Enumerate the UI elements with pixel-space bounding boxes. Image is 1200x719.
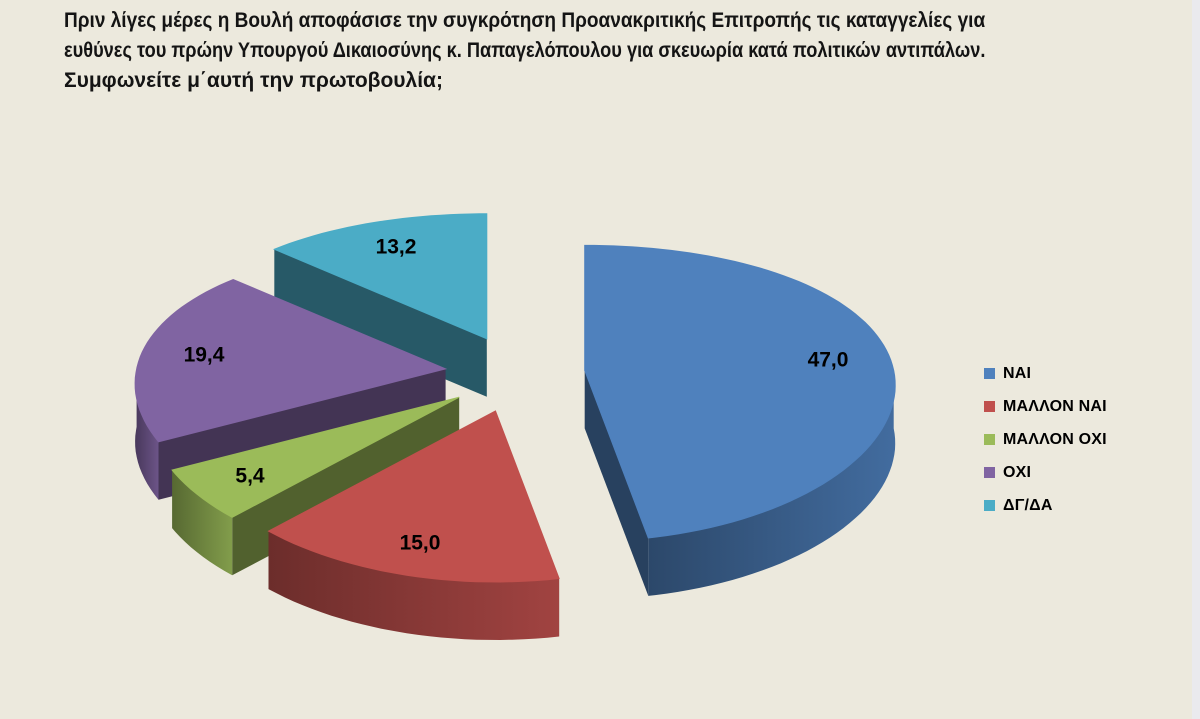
- page-edge-strip: [1192, 0, 1200, 719]
- slice-rim: [135, 368, 159, 500]
- legend-color-swatch: [984, 500, 995, 511]
- slice-top-face: [267, 410, 560, 583]
- chart-legend: ΝΑΙ ΜΑΛΛΟΝ ΝΑΙ ΜΑΛΛΟΝ ΟΧΙ ΟΧΙ ΔΓ/ΔΑ: [984, 357, 1107, 522]
- slice-side-face: [584, 370, 649, 596]
- slice-top-face: [171, 396, 460, 518]
- pie-slice-1: [267, 410, 560, 640]
- pie-slice-0: [584, 244, 896, 596]
- legend-item: ΜΑΛΛΟΝ ΝΑΙ: [984, 390, 1107, 423]
- legend-color-swatch: [984, 401, 995, 412]
- slice-rim: [268, 531, 560, 640]
- legend-label: ΔΓ/ΔΑ: [1003, 496, 1053, 514]
- slice-top-face: [134, 278, 448, 443]
- legend-color-swatch: [984, 368, 995, 379]
- slice-rim: [172, 470, 233, 576]
- legend-color-swatch: [984, 467, 995, 478]
- question-title: Πριν λίγες μέρες η Βουλή αποφάσισε την σ…: [64, 6, 1127, 96]
- question-line-3: Συμφωνείτε μ΄αυτή την πρωτοβουλία;: [64, 69, 443, 92]
- pie-value-label: 13,2: [376, 235, 417, 258]
- slice-top-face: [272, 213, 488, 340]
- pie-value-label: 47,0: [808, 348, 849, 371]
- pie-value-label: 15,0: [400, 531, 441, 554]
- legend-label: ΜΑΛΛΟΝ ΟΧΙ: [1003, 430, 1107, 448]
- legend-label: ΟΧΙ: [1003, 463, 1032, 481]
- legend-item: ΜΑΛΛΟΝ ΟΧΙ: [984, 423, 1107, 456]
- legend-color-swatch: [984, 434, 995, 445]
- slice-rim: [648, 370, 896, 596]
- question-line-1: Πριν λίγες μέρες η Βουλή αποφάσισε την σ…: [64, 9, 986, 32]
- pie-slice-4: [272, 213, 488, 397]
- question-line-2: ευθύνες του πρώην Υπουργού Δικαιοσύνης κ…: [64, 39, 986, 62]
- legend-item: ΝΑΙ: [984, 357, 1107, 390]
- pie-value-label: 5,4: [235, 464, 265, 487]
- legend-label: ΜΑΛΛΟΝ ΝΑΙ: [1003, 397, 1107, 415]
- legend-item: ΟΧΙ: [984, 456, 1107, 489]
- legend-label: ΝΑΙ: [1003, 364, 1032, 382]
- slice-side-face: [274, 249, 487, 397]
- legend-item: ΔΓ/ΔΑ: [984, 489, 1107, 522]
- slice-top-face: [584, 244, 896, 539]
- pie-value-label: 19,4: [184, 343, 225, 366]
